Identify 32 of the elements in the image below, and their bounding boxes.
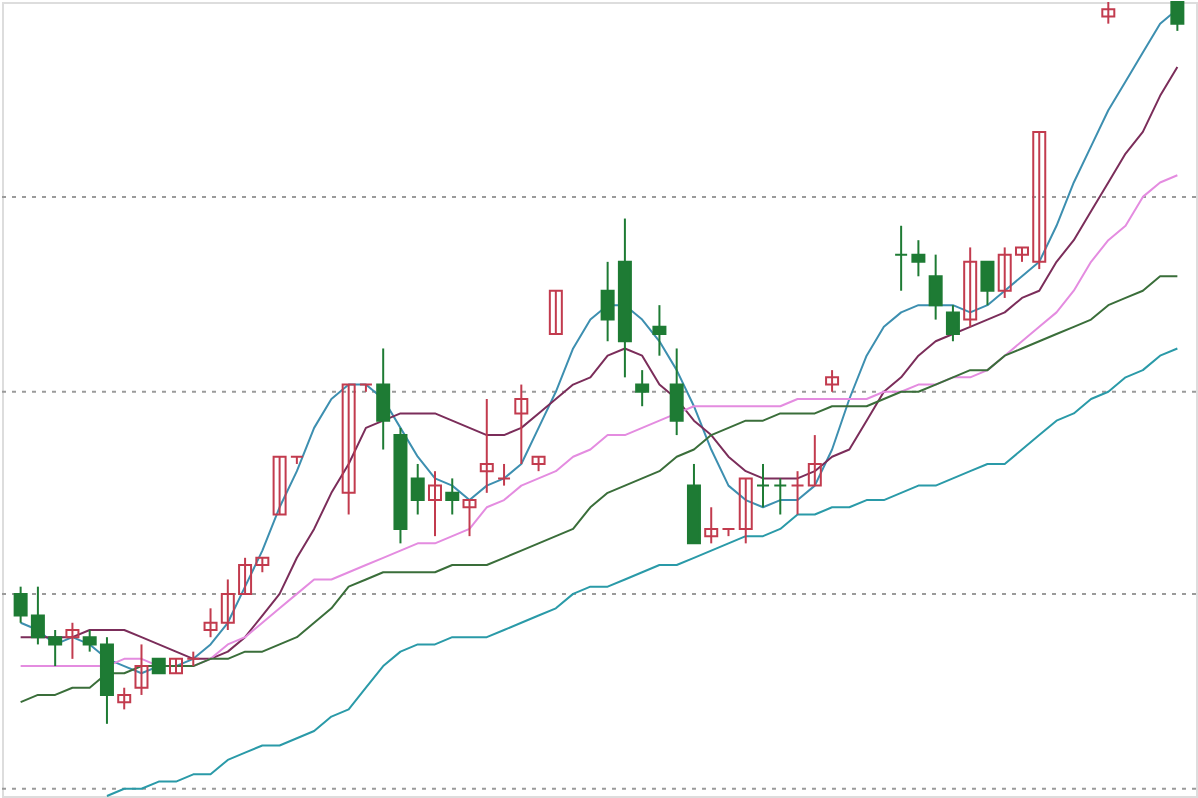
candlestick	[635, 369, 650, 408]
candlestick	[963, 246, 978, 328]
candlestick	[410, 462, 425, 516]
candlestick	[980, 260, 995, 307]
candlestick	[117, 686, 132, 711]
candlestick	[928, 253, 943, 321]
candlestick	[1170, 1, 1185, 32]
candlestick	[825, 369, 840, 393]
candlestick	[65, 621, 80, 660]
candlestick	[756, 462, 771, 509]
candlestick	[341, 383, 356, 516]
candlestick	[669, 347, 684, 437]
candlestick	[911, 239, 926, 278]
candlestick	[773, 477, 788, 516]
candlestick	[945, 304, 960, 343]
candlestick	[738, 477, 753, 545]
candlestick	[514, 383, 529, 465]
candlestick	[272, 455, 287, 516]
candlestick	[807, 434, 822, 487]
candlestick	[790, 470, 805, 516]
candlestick	[894, 224, 909, 292]
candlestick	[497, 462, 512, 487]
candlestick	[376, 347, 391, 451]
candlestick	[134, 643, 149, 696]
candlestick	[1101, 1, 1116, 25]
candlestick	[652, 304, 667, 357]
candlestick	[445, 477, 460, 516]
candlestick	[427, 470, 442, 538]
candlestick	[548, 289, 563, 336]
candlestick	[479, 398, 494, 494]
candlestick	[462, 499, 477, 538]
candlestick	[704, 506, 719, 545]
